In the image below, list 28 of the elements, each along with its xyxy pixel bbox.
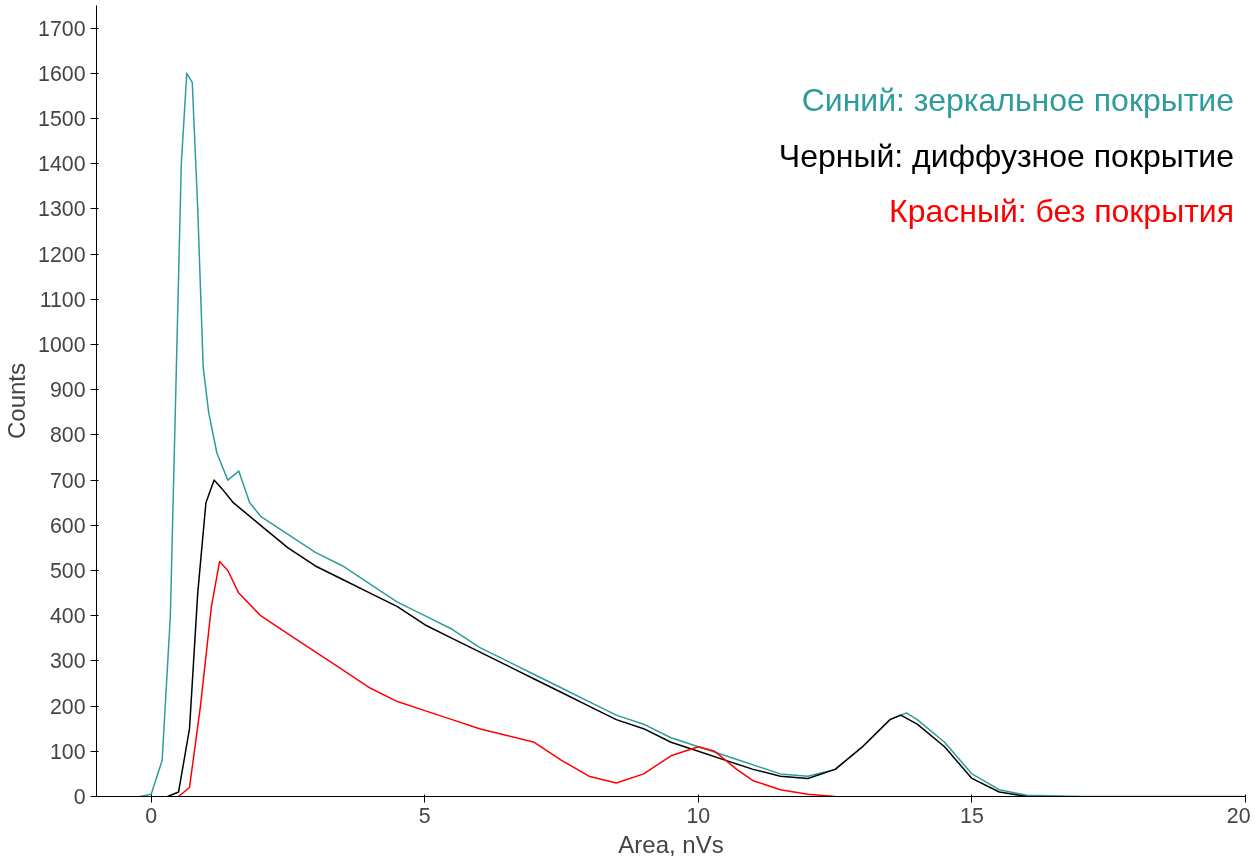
y-tick-label: 200 xyxy=(49,694,86,719)
y-tick-label: 400 xyxy=(49,604,86,629)
y-tick-label: 800 xyxy=(49,423,86,448)
text: Красный: без покрытия xyxy=(889,193,1235,230)
text: Черный: диффузное покрытие xyxy=(778,137,1235,174)
y-tick-label: 600 xyxy=(49,513,86,538)
x-tick-label: 0 xyxy=(145,803,158,828)
y-tick-label: 1700 xyxy=(38,16,86,41)
y-tick-label: 0 xyxy=(73,785,86,809)
y-tick-label: 700 xyxy=(49,468,86,493)
y-tick-label: 1500 xyxy=(38,107,86,131)
y-tick-label: 1300 xyxy=(38,197,86,222)
x-tick-label: 20 xyxy=(1226,803,1251,828)
y-tick-label: 1400 xyxy=(38,152,86,177)
y-tick-label: 1100 xyxy=(39,287,86,312)
y-axis-title: Counts xyxy=(3,362,31,440)
x-tick-label: 10 xyxy=(686,803,711,828)
y-tick-label: 100 xyxy=(49,739,86,764)
y-tick-label: 900 xyxy=(49,378,86,403)
y-tick-label: 300 xyxy=(49,649,86,674)
y-tick-label: 1200 xyxy=(38,242,86,267)
x-axis-title: Area, nVs xyxy=(618,830,724,858)
x-tick-label: 5 xyxy=(418,803,431,828)
text: Синий: зеркальное покрытие xyxy=(801,82,1235,119)
y-tick-label: 1000 xyxy=(38,333,86,357)
x-tick-label: 15 xyxy=(960,803,984,828)
y-tick-label: 1600 xyxy=(38,61,86,86)
y-tick-label: 500 xyxy=(49,559,86,583)
